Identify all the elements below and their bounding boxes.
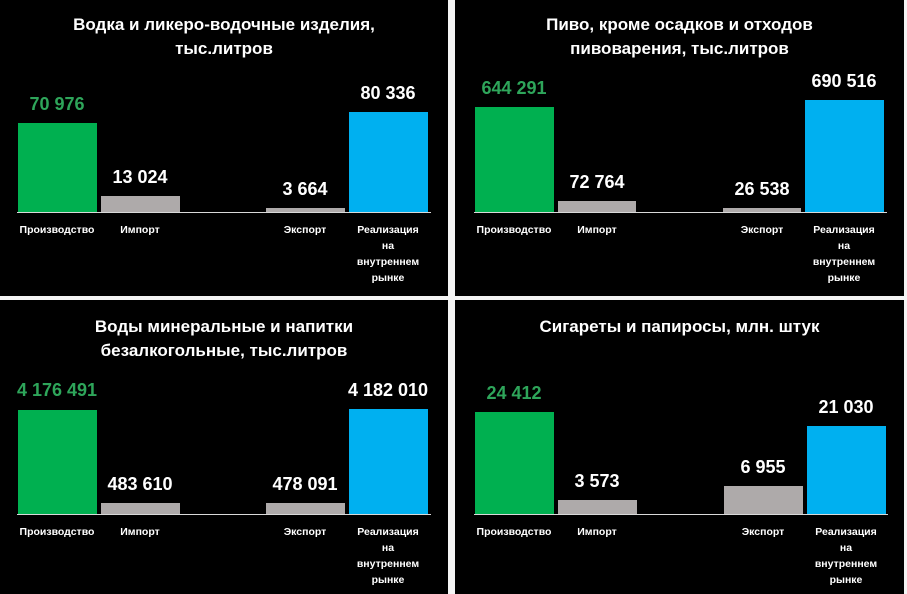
value-label-domestic: 21 030 (818, 397, 874, 417)
category-label-production: Производство (476, 526, 552, 538)
chart-title: Пиво, кроме осадков и отходов пивоварени… (455, 13, 904, 61)
chart-title-line2: пивоварения, тыс.литров (570, 39, 789, 58)
bar-domestic (807, 426, 886, 514)
category-label-export: Экспорт (283, 224, 327, 236)
chart-title-line1: Водка и ликеро-водочные изделия, (73, 15, 375, 34)
chart-title-line2: тыс.литров (175, 39, 273, 58)
bar-domestic (349, 112, 428, 212)
value-label-export: 478 091 (272, 474, 338, 494)
bar-import (558, 500, 637, 514)
bar-export (266, 208, 345, 212)
chart-title-line2: безалкогольные, тыс.литров (100, 341, 348, 360)
value-label-export: 6 955 (740, 457, 786, 477)
bar-production (18, 123, 97, 212)
bar-import (101, 503, 180, 514)
chart-title: Сигареты и папиросы, млн. штук (455, 315, 904, 339)
bar-production (475, 412, 554, 514)
chart-title: Водка и ликеро-водочные изделия, тыс.лит… (0, 13, 448, 61)
bar-export (723, 208, 801, 212)
category-label-domestic: Реализация на внутреннем рынке (814, 526, 878, 586)
category-label-import: Импорт (577, 526, 617, 538)
chart-title: Воды минеральные и напитки безалкогольны… (0, 315, 448, 363)
value-label-import: 483 610 (107, 474, 173, 494)
bar-production (475, 107, 554, 212)
chart-title-line1: Пиво, кроме осадков и отходов (546, 15, 813, 34)
category-label-production: Производство (19, 526, 95, 538)
category-label-export: Экспорт (741, 526, 785, 538)
chart-panel-mineral-water: Воды минеральные и напитки безалкогольны… (0, 300, 448, 594)
value-label-import: 72 764 (569, 172, 625, 192)
category-label-domestic: Реализация на внутреннем рынке (356, 224, 420, 284)
value-label-production: 644 291 (481, 78, 547, 98)
value-label-domestic: 4 182 010 (347, 380, 429, 400)
bar-production (18, 410, 97, 514)
value-label-production: 70 976 (29, 94, 85, 114)
bar-import (101, 196, 180, 212)
category-label-import: Импорт (120, 224, 160, 236)
category-label-production: Производство (476, 224, 552, 236)
bar-export (724, 486, 803, 514)
bar-import (558, 201, 636, 212)
category-label-import: Импорт (120, 526, 160, 538)
value-label-import: 3 573 (574, 471, 620, 491)
category-label-domestic: Реализация на внутреннем рынке (812, 224, 876, 284)
category-label-import: Импорт (577, 224, 617, 236)
x-axis-line (17, 212, 431, 213)
category-label-export: Экспорт (740, 224, 784, 236)
value-label-domestic: 80 336 (360, 83, 416, 103)
value-label-export: 26 538 (734, 179, 790, 199)
value-label-export: 3 664 (282, 179, 328, 199)
value-label-import: 13 024 (112, 167, 168, 187)
value-label-domestic: 690 516 (811, 71, 877, 91)
chart-panel-cigarettes: Сигареты и папиросы, млн. штук 24 412 3 … (455, 300, 904, 594)
value-label-production: 24 412 (486, 383, 542, 403)
x-axis-line (474, 212, 887, 213)
x-axis-line (17, 514, 431, 515)
value-label-production: 4 176 491 (16, 380, 98, 400)
chart-title-line1: Воды минеральные и напитки (94, 317, 354, 336)
chart-title-line1: Сигареты и папиросы, млн. штук (539, 317, 820, 336)
x-axis-line (474, 514, 888, 515)
chart-panel-vodka: Водка и ликеро-водочные изделия, тыс.лит… (0, 0, 448, 296)
chart-panel-beer: Пиво, кроме осадков и отходов пивоварени… (455, 0, 904, 296)
bar-export (266, 503, 345, 514)
category-label-production: Производство (19, 224, 95, 236)
bar-domestic (349, 409, 428, 514)
category-label-export: Экспорт (283, 526, 327, 538)
category-label-domestic: Реализация на внутреннем рынке (356, 526, 420, 586)
bar-domestic (805, 100, 884, 212)
